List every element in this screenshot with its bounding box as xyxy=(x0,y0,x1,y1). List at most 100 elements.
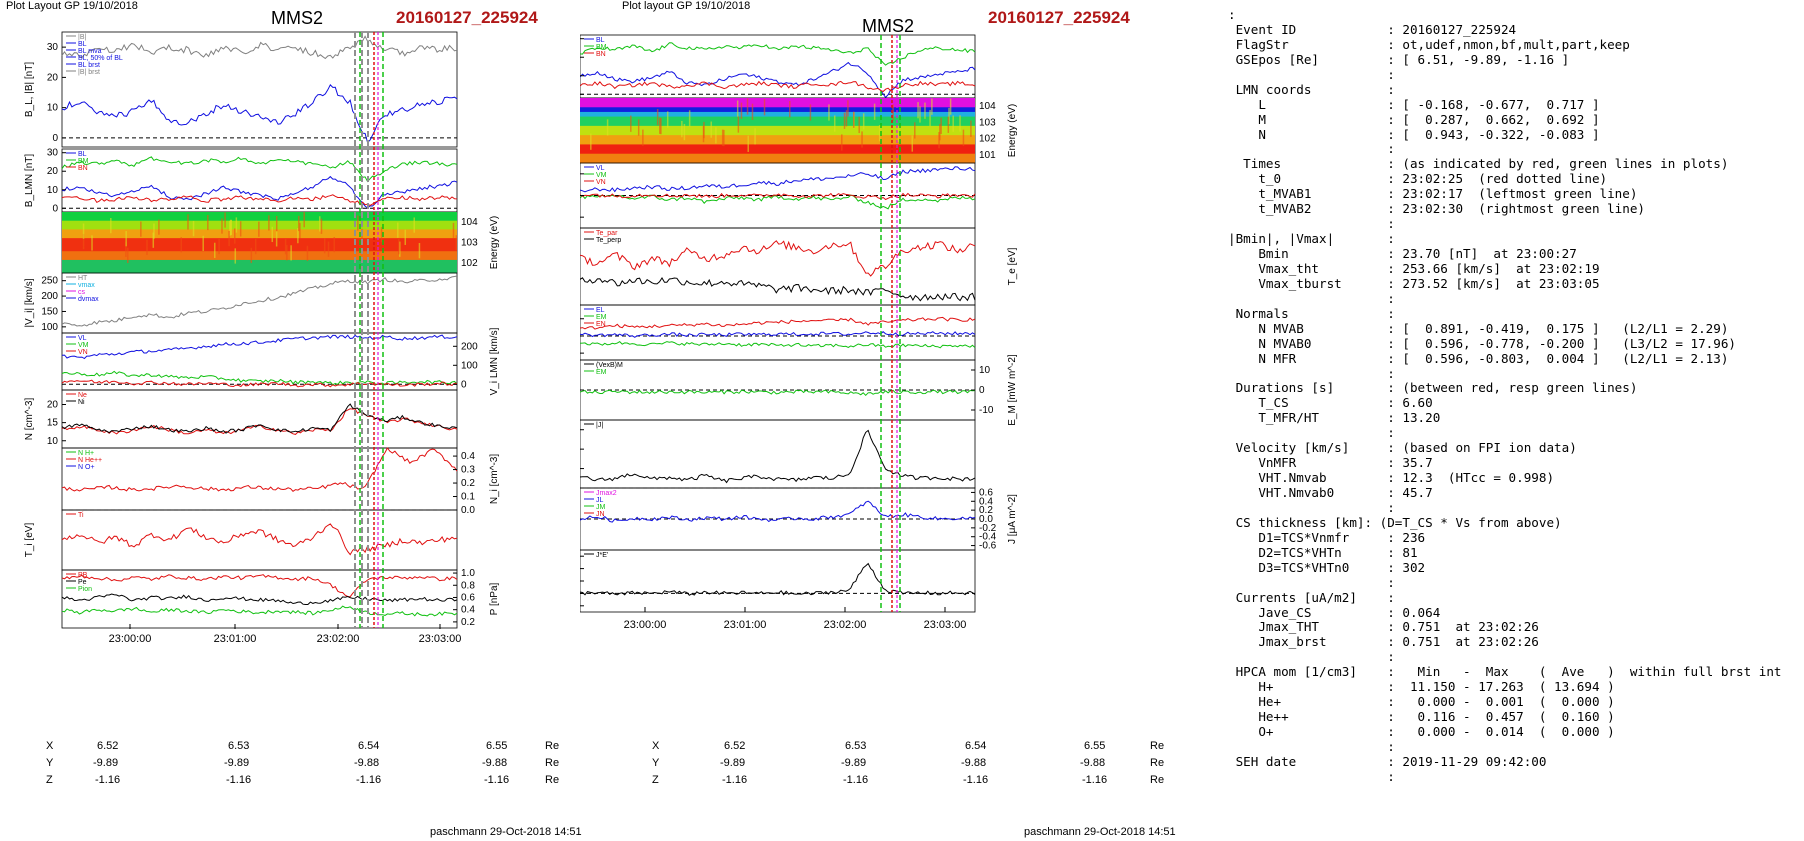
legend-label: |B| brst xyxy=(78,69,100,76)
series-line xyxy=(580,42,976,66)
coord-value: -1.16 xyxy=(843,774,869,786)
legend-label: BL brst xyxy=(78,62,100,69)
y-tick-label: -0.2 xyxy=(979,523,997,534)
legend-label: JL xyxy=(596,497,604,504)
spectrogram-stripe xyxy=(91,235,93,251)
event-info-panel: : Event ID : 20160127_225924 FlagStr : o… xyxy=(1228,7,1798,785)
spectrogram-stripe xyxy=(234,248,237,264)
spectrogram-band xyxy=(580,111,975,118)
series-line xyxy=(580,61,976,99)
spectrogram-stripe xyxy=(271,226,274,243)
series-line xyxy=(61,447,458,492)
legend-label: VM xyxy=(78,342,89,349)
y-tick-label: -0.6 xyxy=(979,541,997,552)
spectrogram-stripe xyxy=(254,238,257,255)
spectrogram-stripe xyxy=(959,115,961,132)
y-tick-label: 0 xyxy=(979,385,985,396)
spectrogram-stripe xyxy=(318,216,321,232)
spectrogram-stripe xyxy=(250,247,253,264)
legend-label: N H+ xyxy=(78,450,94,457)
panel-frame xyxy=(61,569,458,629)
spectrogram-stripe xyxy=(843,112,846,129)
panel-frame xyxy=(580,304,976,361)
spectrogram-stripe xyxy=(940,117,942,135)
series-line xyxy=(580,240,976,277)
panel-frame xyxy=(61,389,458,449)
spectrogram-stripe xyxy=(606,119,609,136)
y-tick-label: -0.4 xyxy=(979,532,997,543)
y-axis-label: N_i [cm^-3] xyxy=(489,454,500,504)
coord-value: -9.89 xyxy=(841,757,867,769)
y-axis-label: J [μA m^-2] xyxy=(1007,494,1018,544)
spectrogram-stripe xyxy=(258,221,260,237)
spectrogram-band xyxy=(580,107,975,113)
spectrogram-stripe xyxy=(702,126,705,143)
info-line: D2=TCS*VHTn : 81 xyxy=(1228,544,1418,560)
series-line xyxy=(61,370,458,386)
spectrogram-stripe xyxy=(746,98,749,115)
panel-frame xyxy=(580,34,976,99)
y-tick-label: 30 xyxy=(47,148,59,159)
legend-label: EL xyxy=(596,307,605,314)
spectrogram-stripe xyxy=(218,238,220,255)
info-line: N MVAB0 : [ 0.596, -0.778, -0.200 ] (L3/… xyxy=(1228,335,1736,351)
legend-label: HT xyxy=(78,275,88,282)
left-footer: paschmann 29-Oct-2018 14:51 xyxy=(430,826,582,838)
spectrogram-stripe xyxy=(659,117,661,134)
spectrogram-stripe xyxy=(397,222,399,238)
legend-label: BL xyxy=(78,151,87,158)
energy-tick-label: 104 xyxy=(979,101,996,112)
left-spacecraft-label: MMS2 xyxy=(271,8,324,28)
spectrogram-band xyxy=(580,149,975,155)
spectrogram-stripe xyxy=(82,223,85,239)
info-line: : xyxy=(1228,290,1395,306)
coord-unit: Re xyxy=(545,740,560,752)
spectrogram-stripe xyxy=(229,220,231,236)
spectrogram-stripe xyxy=(418,243,421,259)
coord-value: -1.16 xyxy=(95,774,121,786)
series-line xyxy=(580,562,976,596)
info-line: D1=TCS*Vnmfr : 236 xyxy=(1228,529,1426,545)
coord-value: -9.89 xyxy=(224,757,250,769)
series-line xyxy=(61,408,458,435)
y-tick-label: 0.4 xyxy=(461,605,475,616)
energy-tick-label: 102 xyxy=(979,134,996,145)
legend-label: BL xyxy=(78,41,87,48)
left-coordinates-table: X Y Z 6.52 6.53 6.54 6.55 -9.89 -9.89 -9… xyxy=(0,740,600,800)
series-line xyxy=(580,192,976,201)
series-line xyxy=(61,523,458,556)
spectrogram-stripe xyxy=(286,245,288,261)
energy-tick-label: 102 xyxy=(461,258,478,269)
spectrogram-stripe xyxy=(180,237,182,253)
info-line: LMN coords : xyxy=(1228,81,1395,97)
series-line xyxy=(61,156,458,183)
spectrogram-stripe xyxy=(140,221,142,237)
info-line: N : [ 0.943, -0.322, -0.083 ] xyxy=(1228,126,1600,142)
time-tick-label: 23:02:00 xyxy=(824,619,867,631)
spectrogram-band xyxy=(580,98,975,104)
series-line xyxy=(61,605,458,617)
legend-label: Ni xyxy=(78,399,85,406)
legend-label: BL, 50% of BL xyxy=(78,55,123,62)
y-tick-label: 0 xyxy=(461,379,467,390)
legend-label: Pe xyxy=(78,579,87,586)
energy-tick-label: 104 xyxy=(461,217,478,228)
spectrogram-stripe xyxy=(455,235,458,251)
y-tick-label: 0 xyxy=(52,133,58,144)
spectrogram-stripe xyxy=(828,104,830,121)
coord-value: -1.16 xyxy=(484,774,510,786)
spectrogram-stripe xyxy=(452,222,455,239)
panel-frame xyxy=(580,549,976,613)
info-line: : xyxy=(1228,649,1395,665)
legend-label: VL xyxy=(596,165,605,172)
coord-value: 6.55 xyxy=(486,740,508,752)
spectrogram-stripe xyxy=(763,99,766,116)
legend-label: VL xyxy=(78,335,87,342)
spectrogram-stripe xyxy=(948,107,950,125)
spectrogram-stripe xyxy=(404,229,407,245)
spectrogram-stripe xyxy=(398,239,400,255)
legend-label: BN xyxy=(596,51,606,58)
info-line: Bmin : 23.70 [nT] at 23:00:27 xyxy=(1228,246,1577,261)
info-line: VnMFR : 35.7 xyxy=(1228,455,1433,471)
